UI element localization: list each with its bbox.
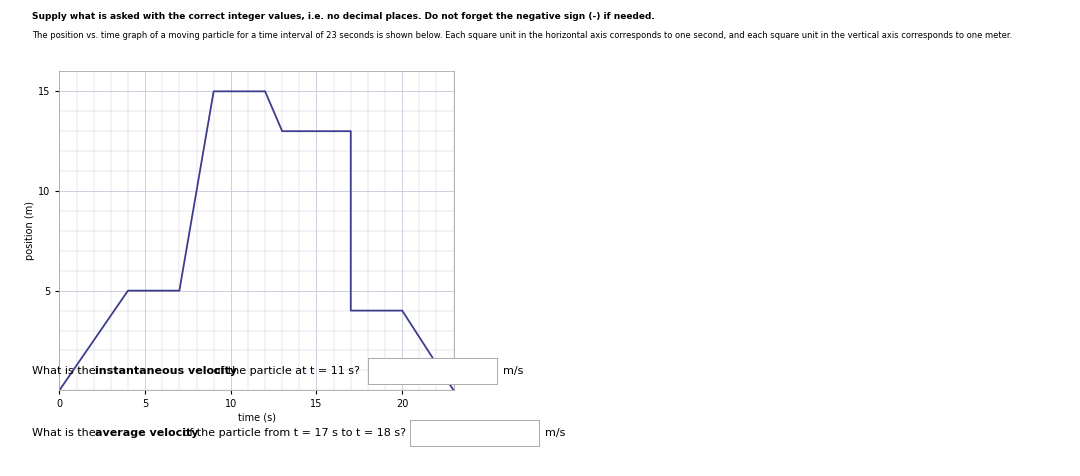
X-axis label: time (s): time (s): [238, 412, 275, 422]
Text: average velocity: average velocity: [95, 428, 199, 438]
Text: m/s: m/s: [503, 366, 523, 377]
Text: What is the: What is the: [32, 428, 99, 438]
Text: Supply what is asked with the correct integer values, i.e. no decimal places. Do: Supply what is asked with the correct in…: [32, 12, 656, 21]
Text: What is the: What is the: [32, 366, 99, 377]
Text: m/s: m/s: [544, 428, 565, 438]
Text: of the particle from t = 17 s to t = 18 s?: of the particle from t = 17 s to t = 18 …: [179, 428, 406, 438]
Text: of the particle at t = 11 s?: of the particle at t = 11 s?: [211, 366, 361, 377]
Y-axis label: position (m): position (m): [25, 201, 36, 260]
Text: instantaneous velocity: instantaneous velocity: [95, 366, 238, 377]
Text: The position vs. time graph of a moving particle for a time interval of 23 secon: The position vs. time graph of a moving …: [32, 31, 1013, 40]
